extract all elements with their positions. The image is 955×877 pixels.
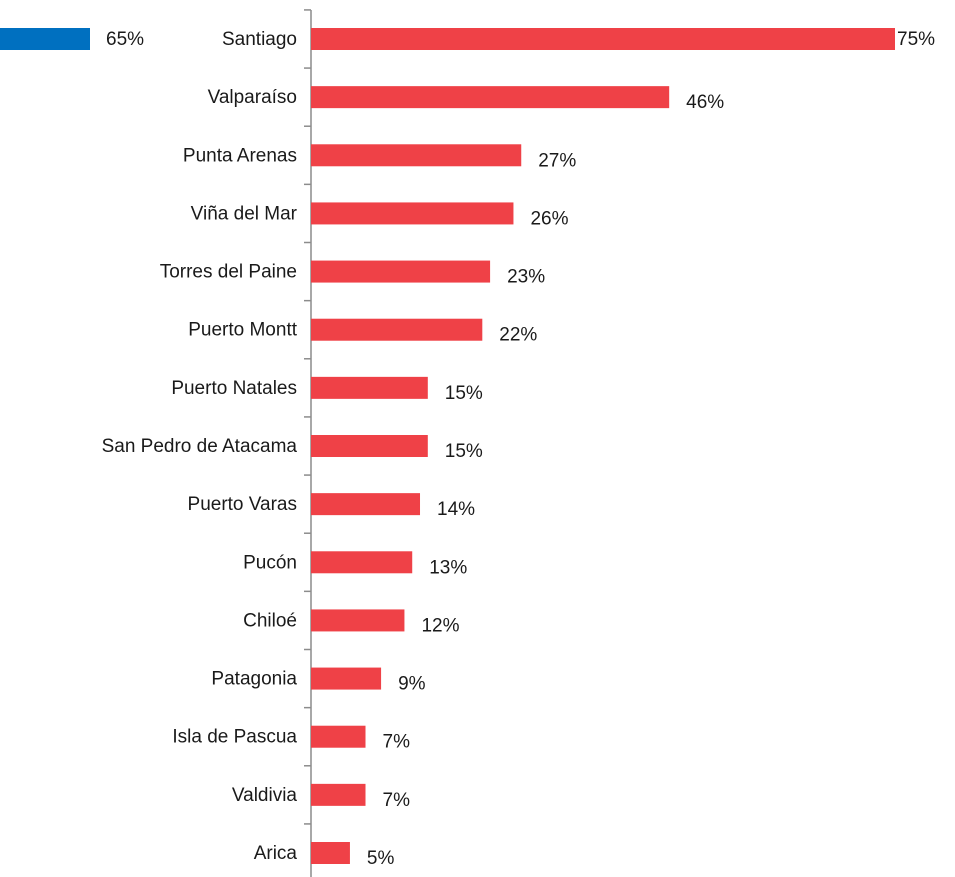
value-label: 26% [530, 208, 568, 229]
category-label: Puerto Natales [171, 378, 297, 399]
category-label: Torres del Paine [160, 262, 297, 283]
bar [311, 783, 366, 806]
category-label: Viña del Mar [191, 203, 298, 224]
value-label: 12% [421, 615, 459, 636]
bar [311, 86, 670, 109]
category-label: Santiago [222, 29, 297, 50]
bar [311, 28, 895, 50]
category-label: Isla de Pascua [172, 727, 297, 748]
value-label: 7% [383, 732, 411, 753]
value-label: 15% [445, 383, 483, 404]
bar [311, 144, 522, 167]
value-label: 65% [106, 29, 144, 50]
value-label: 7% [383, 790, 411, 811]
category-label: San Pedro de Atacama [102, 436, 298, 457]
category-label: Punta Arenas [183, 145, 297, 166]
bar [311, 376, 428, 399]
value-label: 15% [445, 441, 483, 462]
bar [311, 667, 382, 690]
bar [311, 202, 514, 225]
category-label: Arica [254, 843, 298, 864]
category-label: Valparaíso [208, 87, 297, 108]
value-label: 13% [429, 557, 467, 578]
value-label: 75% [897, 29, 935, 50]
value-label: 46% [686, 92, 724, 113]
bar [311, 842, 350, 864]
category-label: Puerto Varas [188, 494, 297, 515]
bar [311, 435, 428, 457]
value-label: 22% [499, 325, 537, 346]
value-label: 27% [538, 150, 576, 171]
category-label: Valdivia [232, 785, 298, 806]
bar [311, 725, 366, 748]
value-label: 14% [437, 499, 475, 520]
category-label: Chiloé [243, 610, 297, 631]
bar [0, 28, 90, 50]
value-label: 5% [367, 848, 395, 869]
bar [311, 551, 413, 574]
bar [311, 318, 483, 341]
category-label: Patagonia [211, 669, 297, 690]
bar [311, 260, 491, 283]
category-label: Pucón [243, 552, 297, 573]
category-label: Puerto Montt [188, 320, 297, 341]
bar [311, 609, 405, 632]
bar [311, 493, 421, 516]
value-label: 9% [398, 674, 426, 695]
value-label: 23% [507, 267, 545, 288]
